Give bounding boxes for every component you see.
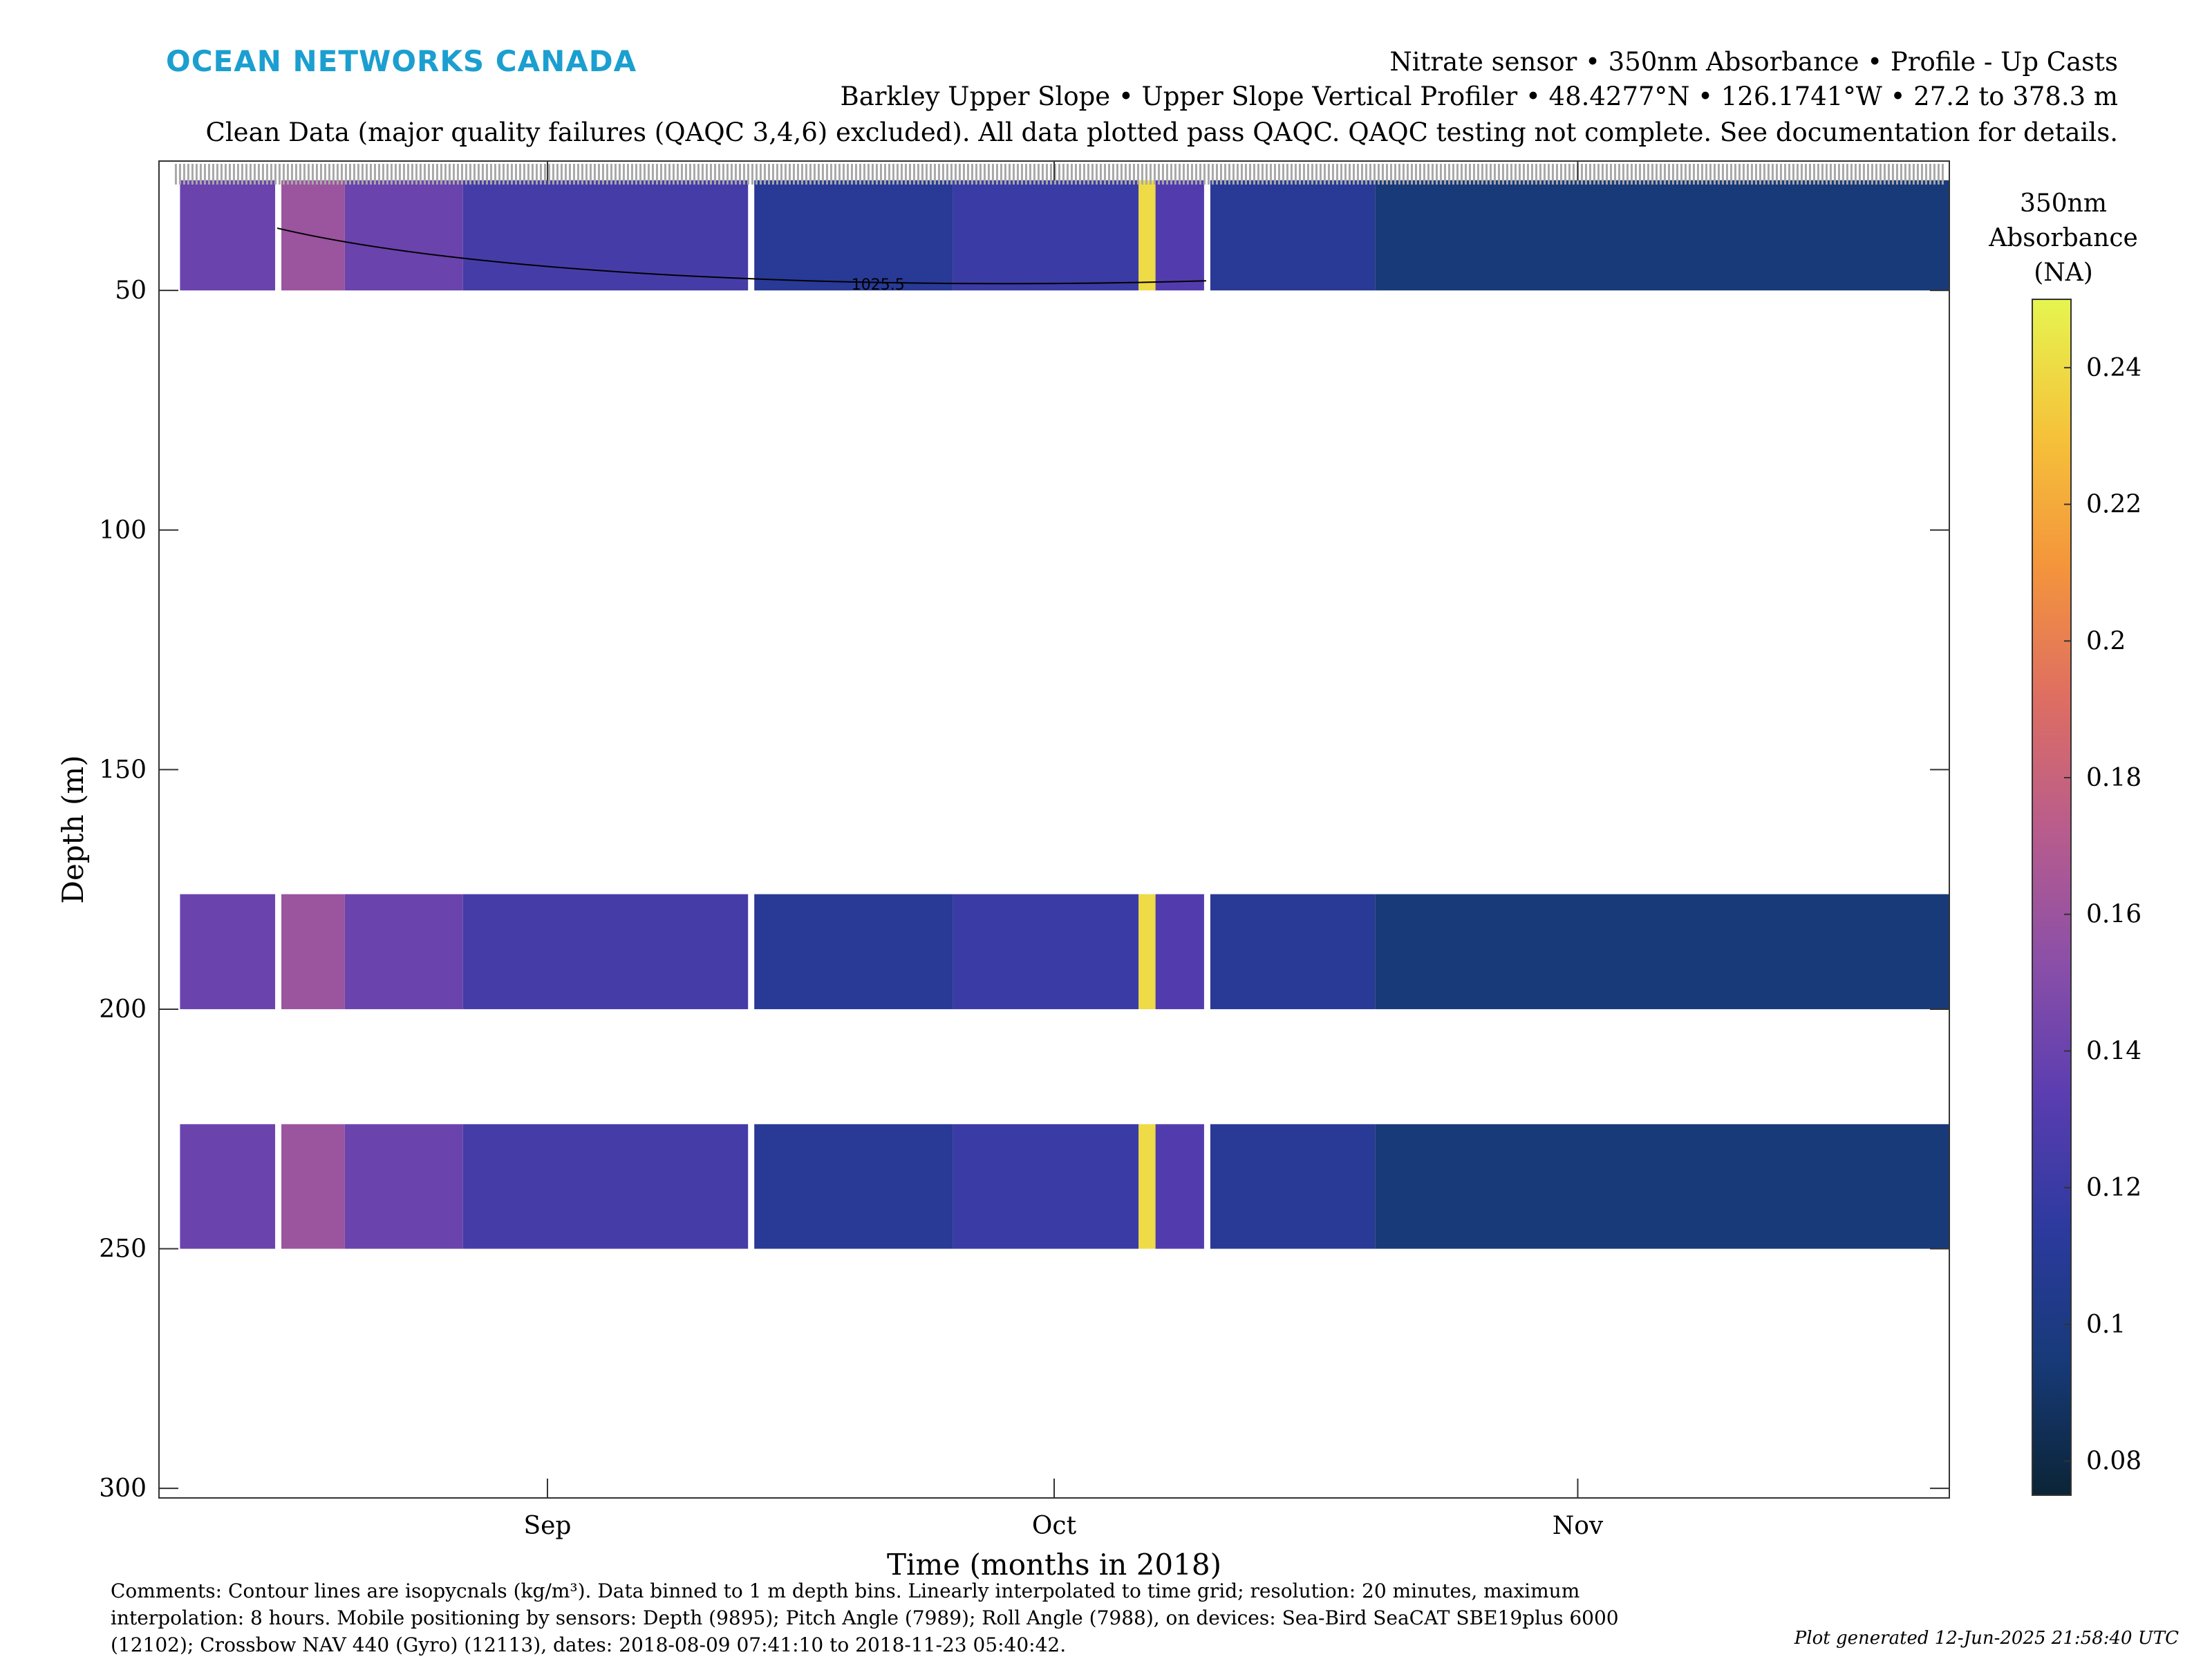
colorbar-tick-label: 0.16: [2086, 901, 2141, 929]
heatmap-cell-upper-8: [1206, 180, 1376, 291]
heatmap-cell-lower-8: [1206, 1124, 1376, 1249]
y-tick-label: 250: [99, 1235, 147, 1264]
heatmap-cell-lower-5: [953, 1124, 1139, 1249]
heatmap-cell-mid-7: [1155, 894, 1206, 1009]
isopycnal-contour: [276, 227, 1206, 285]
generated-timestamp: Plot generated 12-Jun-2025 21:58:40 UTC: [1794, 1628, 2179, 1649]
colorbar: [2032, 299, 2072, 1496]
colorbar-tick-label: 0.1: [2086, 1311, 2126, 1339]
y-tick-label: 200: [99, 995, 147, 1024]
heatmap-cell-mid-3: [462, 894, 751, 1009]
colorbar-tick-label: 0.12: [2086, 1174, 2141, 1202]
contour-label: 1025.5: [852, 276, 905, 294]
heatmap-cell-mid-1: [277, 894, 345, 1009]
onc-logo: OCEAN NETWORKS CANADA: [166, 44, 637, 78]
colorbar-tick-label: 0.08: [2086, 1447, 2141, 1476]
heatmap-cell-mid-9: [1375, 894, 1949, 1009]
y-tick-label: 100: [99, 516, 147, 545]
y-axis-label: Depth (m): [56, 755, 90, 903]
heatmap-cell-mid-2: [344, 894, 463, 1009]
y-tick-label: 300: [99, 1474, 147, 1503]
cast-marker-strip: [174, 164, 1944, 185]
plot-title: Nitrate sensor • 350nm Absorbance • Prof…: [1389, 47, 2118, 77]
heatmap-cell-mid-6: [1138, 894, 1156, 1009]
data-gap-3: [1203, 161, 1210, 1252]
heatmap-cell-upper-2: [344, 180, 463, 291]
plot-comments: Comments: Contour lines are isopycnals (…: [111, 1580, 1619, 1656]
heatmap-cell-upper-9: [1375, 180, 1949, 291]
heatmap-cell-lower-6: [1138, 1124, 1156, 1249]
y-tick-label: 50: [115, 276, 147, 305]
heatmap-cell-lower-9: [1375, 1124, 1949, 1249]
colorbar-title-2: Absorbance: [1989, 224, 2138, 252]
heatmap-cell-lower-0: [176, 1124, 278, 1249]
colorbar-tick-label: 0.22: [2086, 491, 2141, 519]
heatmap-cell-upper-4: [750, 180, 953, 291]
heatmap-cell-lower-2: [344, 1124, 463, 1249]
heatmap-cell-mid-8: [1206, 894, 1376, 1009]
x-tick-label: Sep: [523, 1512, 571, 1540]
heatmap-cell-lower-3: [462, 1124, 751, 1249]
data-gap-2: [748, 161, 755, 1252]
heatmap-cell-lower-7: [1155, 1124, 1206, 1249]
heatmap-cell-mid-0: [176, 894, 278, 1009]
data-gap-1: [275, 161, 282, 1252]
heatmap-cell-lower-1: [277, 1124, 345, 1249]
heatmap-cell-upper-0: [176, 180, 278, 291]
heatmap-cells: [157, 161, 1949, 1252]
x-tick-label: Nov: [1553, 1512, 1604, 1540]
heatmap-cell-lower-4: [750, 1124, 953, 1249]
heatmap-cell-upper-7: [1155, 180, 1206, 291]
colorbar-title-3: (NA): [2034, 259, 2093, 287]
heatmap-cell-mid-5: [953, 894, 1139, 1009]
colorbar-tick-label: 0.2: [2086, 627, 2126, 655]
heatmap-cell-upper-5: [953, 180, 1139, 291]
colorbar-tick-label: 0.18: [2086, 764, 2141, 792]
plot-subtitle: Barkley Upper Slope • Upper Slope Vertic…: [840, 82, 2118, 111]
heatmap-cell-upper-6: [1138, 180, 1156, 291]
colorbar-tick-label: 0.14: [2086, 1037, 2141, 1065]
heatmap-cell-mid-4: [750, 894, 953, 1009]
heatmap-cell-upper-3: [462, 180, 751, 291]
y-tick-label: 150: [99, 756, 147, 784]
data-gap-0: [157, 161, 180, 1252]
colorbar-title-1: 350nm: [2019, 189, 2108, 218]
colorbar-tick-label: 0.24: [2086, 354, 2141, 382]
x-axis-label: Time (months in 2018): [887, 1548, 1221, 1582]
x-tick-label: Oct: [1032, 1512, 1077, 1540]
quality-note: Clean Data (major quality failures (QAQC…: [205, 118, 2118, 147]
plot-area: [159, 161, 1949, 1498]
